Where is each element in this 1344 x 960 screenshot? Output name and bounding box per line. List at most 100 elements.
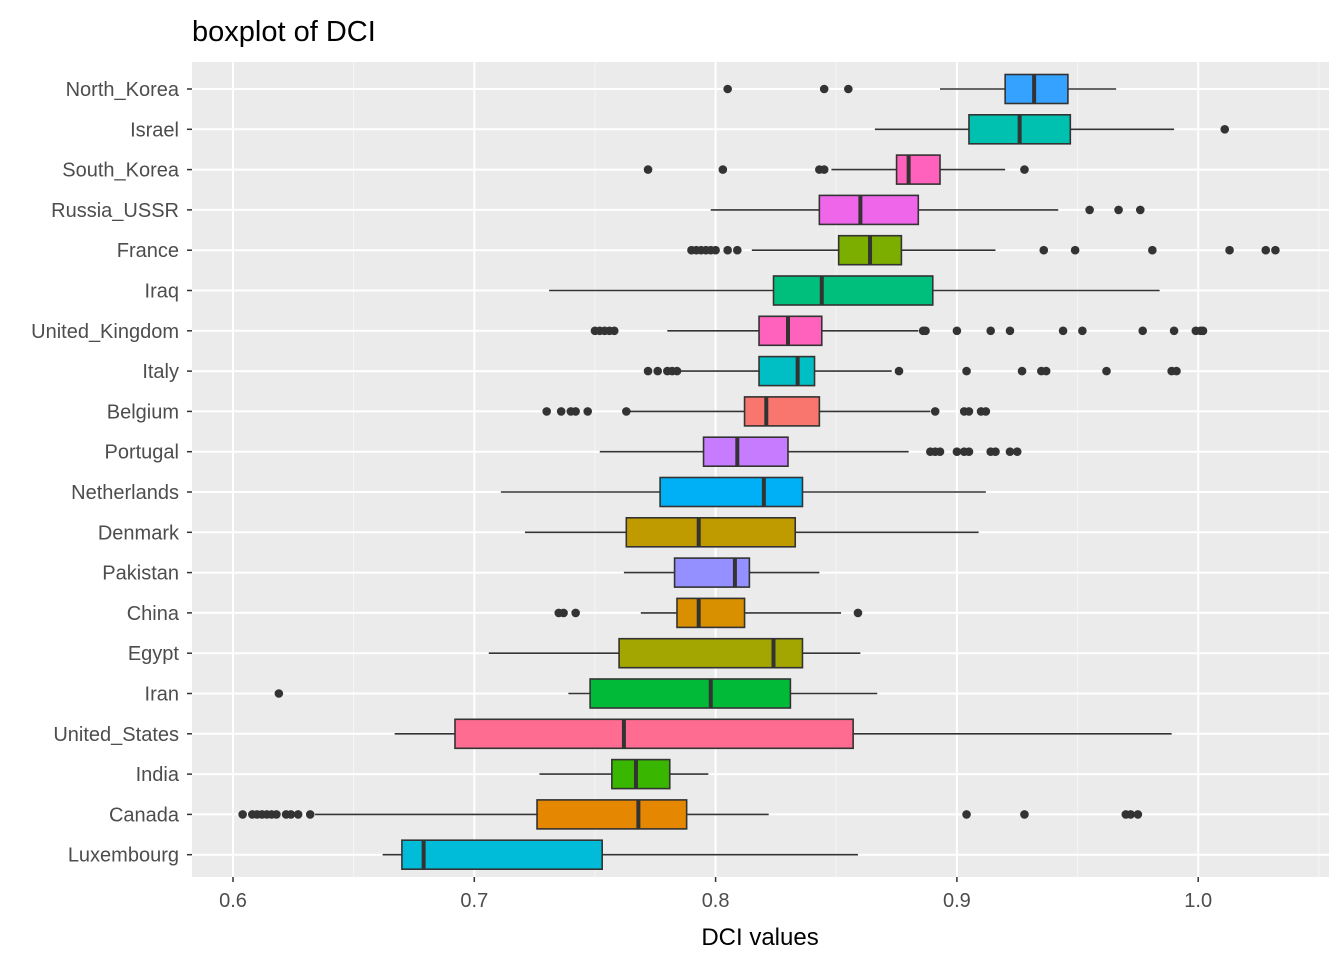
y-tick-label: Portugal — [105, 442, 180, 464]
box-Iraq — [549, 275, 1160, 306]
outlier-point — [571, 608, 580, 618]
outlier-point — [935, 447, 945, 457]
outlier-point — [718, 165, 728, 174]
x-axis-title: DCI values — [701, 924, 818, 951]
box-Belgium — [542, 396, 991, 427]
outlier-point — [1012, 447, 1022, 457]
outlier-point — [1169, 326, 1179, 336]
iqr-box — [743, 396, 821, 427]
outlier-point — [853, 608, 863, 618]
outlier-point — [305, 810, 315, 819]
outlier-point — [1005, 326, 1015, 336]
y-tick-label: China — [127, 603, 180, 625]
y-tick-label: United_Kingdom — [31, 321, 179, 343]
box-Israel — [874, 114, 1230, 145]
iqr-box — [702, 436, 789, 468]
outlier-point — [542, 407, 551, 416]
box-Italy — [643, 355, 1181, 387]
outlier-point — [672, 366, 682, 376]
outlier-point — [991, 447, 1000, 457]
x-tick-label: 0.8 — [702, 890, 730, 912]
y-tick-label: Italy — [142, 361, 179, 383]
outlier-point — [1070, 245, 1080, 255]
chart-title: boxplot of DCI — [192, 16, 376, 48]
box-South_Korea — [643, 154, 1029, 185]
outlier-point — [1126, 810, 1135, 819]
outlier-point — [1135, 205, 1145, 215]
outlier-point — [1271, 245, 1280, 255]
iqr-box — [895, 154, 941, 185]
x-tick-label: 0.6 — [219, 890, 247, 912]
y-tick-label: North_Korea — [66, 79, 180, 101]
iqr-box — [625, 516, 797, 548]
outlier-point — [1114, 205, 1123, 215]
iqr-box — [659, 476, 804, 508]
outlier-point — [274, 689, 284, 698]
iqr-box — [611, 758, 671, 790]
box-Luxembourg — [382, 839, 858, 871]
y-tick-label: France — [117, 240, 179, 262]
y-tick-label: Iraq — [145, 281, 179, 303]
y-tick-label: Canada — [109, 804, 180, 826]
outlier-point — [1148, 245, 1157, 255]
outlier-point — [1005, 447, 1015, 457]
iqr-box — [589, 678, 792, 709]
outlier-point — [1041, 366, 1051, 376]
outlier-point — [238, 810, 247, 819]
outlier-point — [962, 810, 971, 819]
y-tick-label: Netherlands — [71, 482, 179, 504]
box-Egypt — [488, 637, 861, 669]
outlier-point — [1225, 245, 1234, 255]
iqr-box — [818, 194, 920, 226]
outlier-point — [643, 165, 653, 174]
outlier-point — [981, 407, 991, 416]
x-tick-label: 0.7 — [460, 890, 488, 912]
outlier-point — [1198, 326, 1208, 336]
iqr-box — [676, 597, 746, 629]
outlier-point — [819, 84, 829, 94]
iqr-box — [758, 315, 823, 347]
outlier-point — [571, 407, 580, 416]
iqr-box — [454, 718, 854, 750]
box-United_Kingdom — [590, 315, 1208, 347]
y-tick-label: United_States — [53, 724, 179, 746]
iqr-box — [1004, 73, 1069, 105]
iqr-box — [758, 355, 816, 387]
outlier-point — [1020, 810, 1029, 819]
x-tick-label: 1.0 — [1184, 890, 1212, 912]
outlier-point — [930, 407, 940, 416]
outlier-point — [1172, 366, 1181, 376]
outlier-point — [653, 366, 662, 376]
x-axis: 0.6 0.7 0.8 0.9 1.0 — [219, 877, 1212, 912]
box-India — [539, 758, 709, 790]
y-tick-label: Iran — [145, 684, 179, 706]
outlier-point — [556, 407, 566, 416]
outlier-point — [1138, 326, 1148, 336]
y-tick-label: India — [136, 764, 180, 786]
outlier-point — [643, 366, 653, 376]
y-tick-label: Pakistan — [102, 563, 179, 585]
y-tick-label: Egypt — [128, 643, 180, 665]
outlier-point — [964, 407, 974, 416]
x-tick-label: 0.9 — [943, 890, 971, 912]
iqr-box — [772, 275, 934, 306]
y-tick-label: Belgium — [107, 401, 179, 423]
outlier-point — [844, 84, 853, 94]
outlier-point — [921, 326, 930, 336]
plot-panel — [192, 62, 1329, 877]
outlier-point — [1133, 810, 1143, 819]
outlier-point — [952, 326, 962, 336]
outlier-point — [1261, 245, 1271, 255]
box-Denmark — [524, 516, 979, 548]
outlier-point — [1085, 205, 1094, 215]
y-tick-label: Denmark — [98, 522, 180, 544]
box-United_States — [394, 718, 1172, 750]
outlier-point — [1017, 366, 1027, 376]
outlier-point — [711, 245, 720, 255]
outlier-point — [1102, 366, 1111, 376]
iqr-box — [401, 839, 603, 871]
y-tick-label: Israel — [130, 119, 179, 141]
box-Portugal — [599, 436, 1022, 468]
box-Canada — [238, 799, 1143, 830]
